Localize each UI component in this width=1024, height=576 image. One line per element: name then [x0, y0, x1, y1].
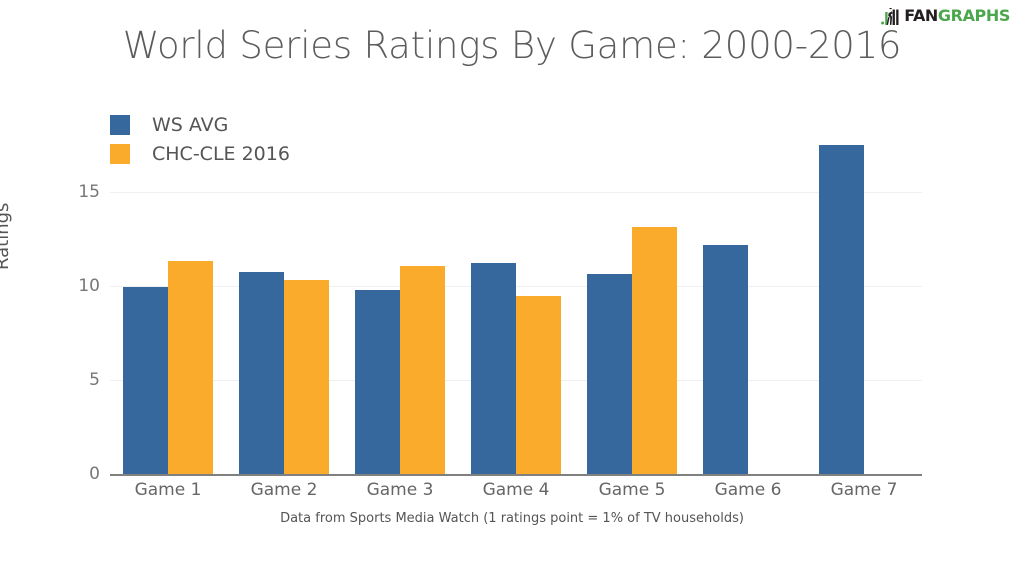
- x-axis-tick-label: Game 2: [250, 480, 318, 500]
- gridline: [110, 286, 922, 287]
- plot-area: [110, 145, 922, 474]
- fangraphs-logo: FANGRAPHS: [881, 6, 1010, 26]
- bar-chc-cle-2016[interactable]: [632, 226, 677, 474]
- legend-item[interactable]: CHC-CLE 2016: [110, 139, 290, 168]
- legend-item[interactable]: WS AVG: [110, 110, 290, 139]
- bar-ws-avg[interactable]: [239, 271, 284, 474]
- bar-group: [806, 145, 922, 474]
- y-axis-ticks: 0 5 10 15: [20, 0, 100, 576]
- chart-legend: WS AVG CHC-CLE 2016: [110, 110, 290, 168]
- x-axis-tick-label: Game 5: [598, 480, 666, 500]
- legend-swatch-icon: [110, 114, 130, 135]
- y-axis-tick-label: 5: [89, 370, 100, 390]
- fangraphs-wordmark: FANGRAPHS: [904, 8, 1010, 24]
- bar-group: [458, 192, 574, 474]
- x-axis-tick-label: Game 1: [134, 480, 202, 500]
- gridline: [110, 192, 922, 193]
- x-axis-line: [110, 474, 922, 476]
- bar-ws-avg[interactable]: [587, 273, 632, 474]
- y-axis-tick-label: 10: [78, 276, 100, 296]
- legend-label: WS AVG: [152, 113, 229, 136]
- wordmark-graphs: GRAPHS: [937, 6, 1010, 25]
- x-axis-tick-label: Game 6: [714, 480, 782, 500]
- bar-ws-avg[interactable]: [355, 289, 400, 474]
- bar-group: [110, 192, 226, 474]
- bar-ws-avg[interactable]: [123, 286, 168, 474]
- bar-ws-avg[interactable]: [703, 244, 748, 474]
- y-axis-tick-label: 0: [89, 464, 100, 484]
- x-axis-tick-label: Game 7: [830, 480, 898, 500]
- x-axis-tick-label: Game 3: [366, 480, 434, 500]
- bar-ws-avg[interactable]: [819, 145, 864, 474]
- bar-chc-cle-2016[interactable]: [400, 266, 445, 474]
- wordmark-fan: FAN: [904, 6, 938, 25]
- bar-group: [342, 192, 458, 474]
- legend-label: CHC-CLE 2016: [152, 142, 290, 165]
- bar-group: [226, 192, 342, 474]
- fangraphs-bars-icon: [881, 7, 899, 25]
- legend-swatch-icon: [110, 143, 130, 164]
- bar-ws-avg[interactable]: [471, 262, 516, 474]
- chart-title: World Series Ratings By Game: 2000-2016: [122, 24, 902, 67]
- bar-group: [574, 192, 690, 474]
- x-axis-tick-label: Game 4: [482, 480, 550, 500]
- y-axis-tick-label: 15: [78, 182, 100, 202]
- bar-group: [690, 192, 806, 474]
- bar-chc-cle-2016[interactable]: [168, 260, 213, 474]
- bar-chc-cle-2016[interactable]: [284, 280, 329, 474]
- chart-caption: Data from Sports Media Watch (1 ratings …: [280, 511, 744, 526]
- y-axis-title: Ratings: [0, 202, 13, 270]
- bar-chc-cle-2016[interactable]: [516, 296, 561, 474]
